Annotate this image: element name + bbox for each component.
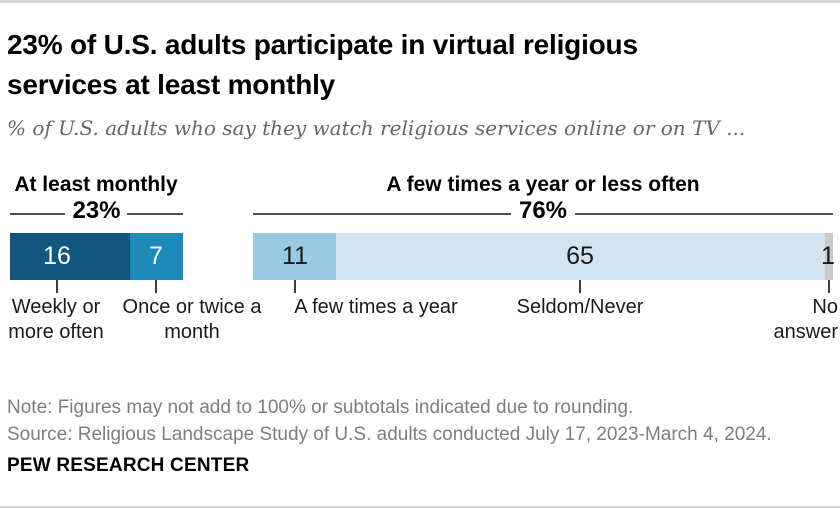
value-label-a-few-times-a-year: 11 [282, 242, 308, 270]
value-label-weekly-or-more-often: 16 [43, 242, 71, 270]
leader-tick [828, 280, 830, 293]
chart-title-line-1: 23% of U.S. adults participate in virtua… [7, 29, 638, 60]
bar-segment-once-or-twice-a-month [130, 233, 183, 280]
leader-tick [579, 280, 581, 293]
bracket-line [575, 213, 833, 215]
category-label-no-answer: No answer [773, 296, 838, 343]
category-label-a-few-times-a-year: A few times a year [294, 296, 458, 318]
bracket-line [127, 213, 183, 215]
leader-tick [56, 280, 58, 293]
bar-group-at-least-monthly [10, 233, 183, 280]
bar-segment-seldom-never [336, 233, 825, 280]
bar-segment-weekly-or-more-often [10, 233, 130, 280]
category-label-once-or-twice-a-month: Once or twice a month [122, 296, 262, 343]
bracket-line [10, 213, 65, 215]
chart-subtitle: % of U.S. adults who say they watch reli… [7, 116, 746, 140]
chart-note: Note: Figures may not add to 100% or sub… [7, 397, 634, 418]
chart-title-line-2: services at least monthly [7, 69, 336, 100]
bar-segment-a-few-times-a-year [253, 233, 336, 280]
leader-tick [294, 280, 296, 293]
pew-research-center-branding: PEW RESEARCH CENTER [7, 455, 250, 476]
chart-title: 23% of U.S. adults participate in virtua… [7, 25, 638, 105]
bracket-line [253, 213, 511, 215]
group-header-at-least-monthly: At least monthly [14, 173, 178, 196]
value-label-once-or-twice-a-month: 7 [149, 242, 163, 270]
category-label-seldom-never: Seldom/Never [516, 296, 644, 318]
value-label-seldom-never: 65 [566, 242, 594, 270]
value-label-no-answer: 1 [821, 242, 835, 270]
bar-segment-no-answer [825, 233, 833, 280]
leader-tick [155, 280, 157, 293]
group-subtotal-23: 23% [72, 197, 121, 224]
bar-group-few-times-a-year-or-less [253, 233, 833, 280]
category-label-weekly-or-more-often: Weekly or more often [8, 296, 104, 343]
group-header-few-times-a-year-or-less: A few times a year or less often [386, 173, 700, 196]
chart-source: Source: Religious Landscape Study of U.S… [7, 424, 772, 445]
group-subtotal-76: 76% [518, 197, 568, 224]
